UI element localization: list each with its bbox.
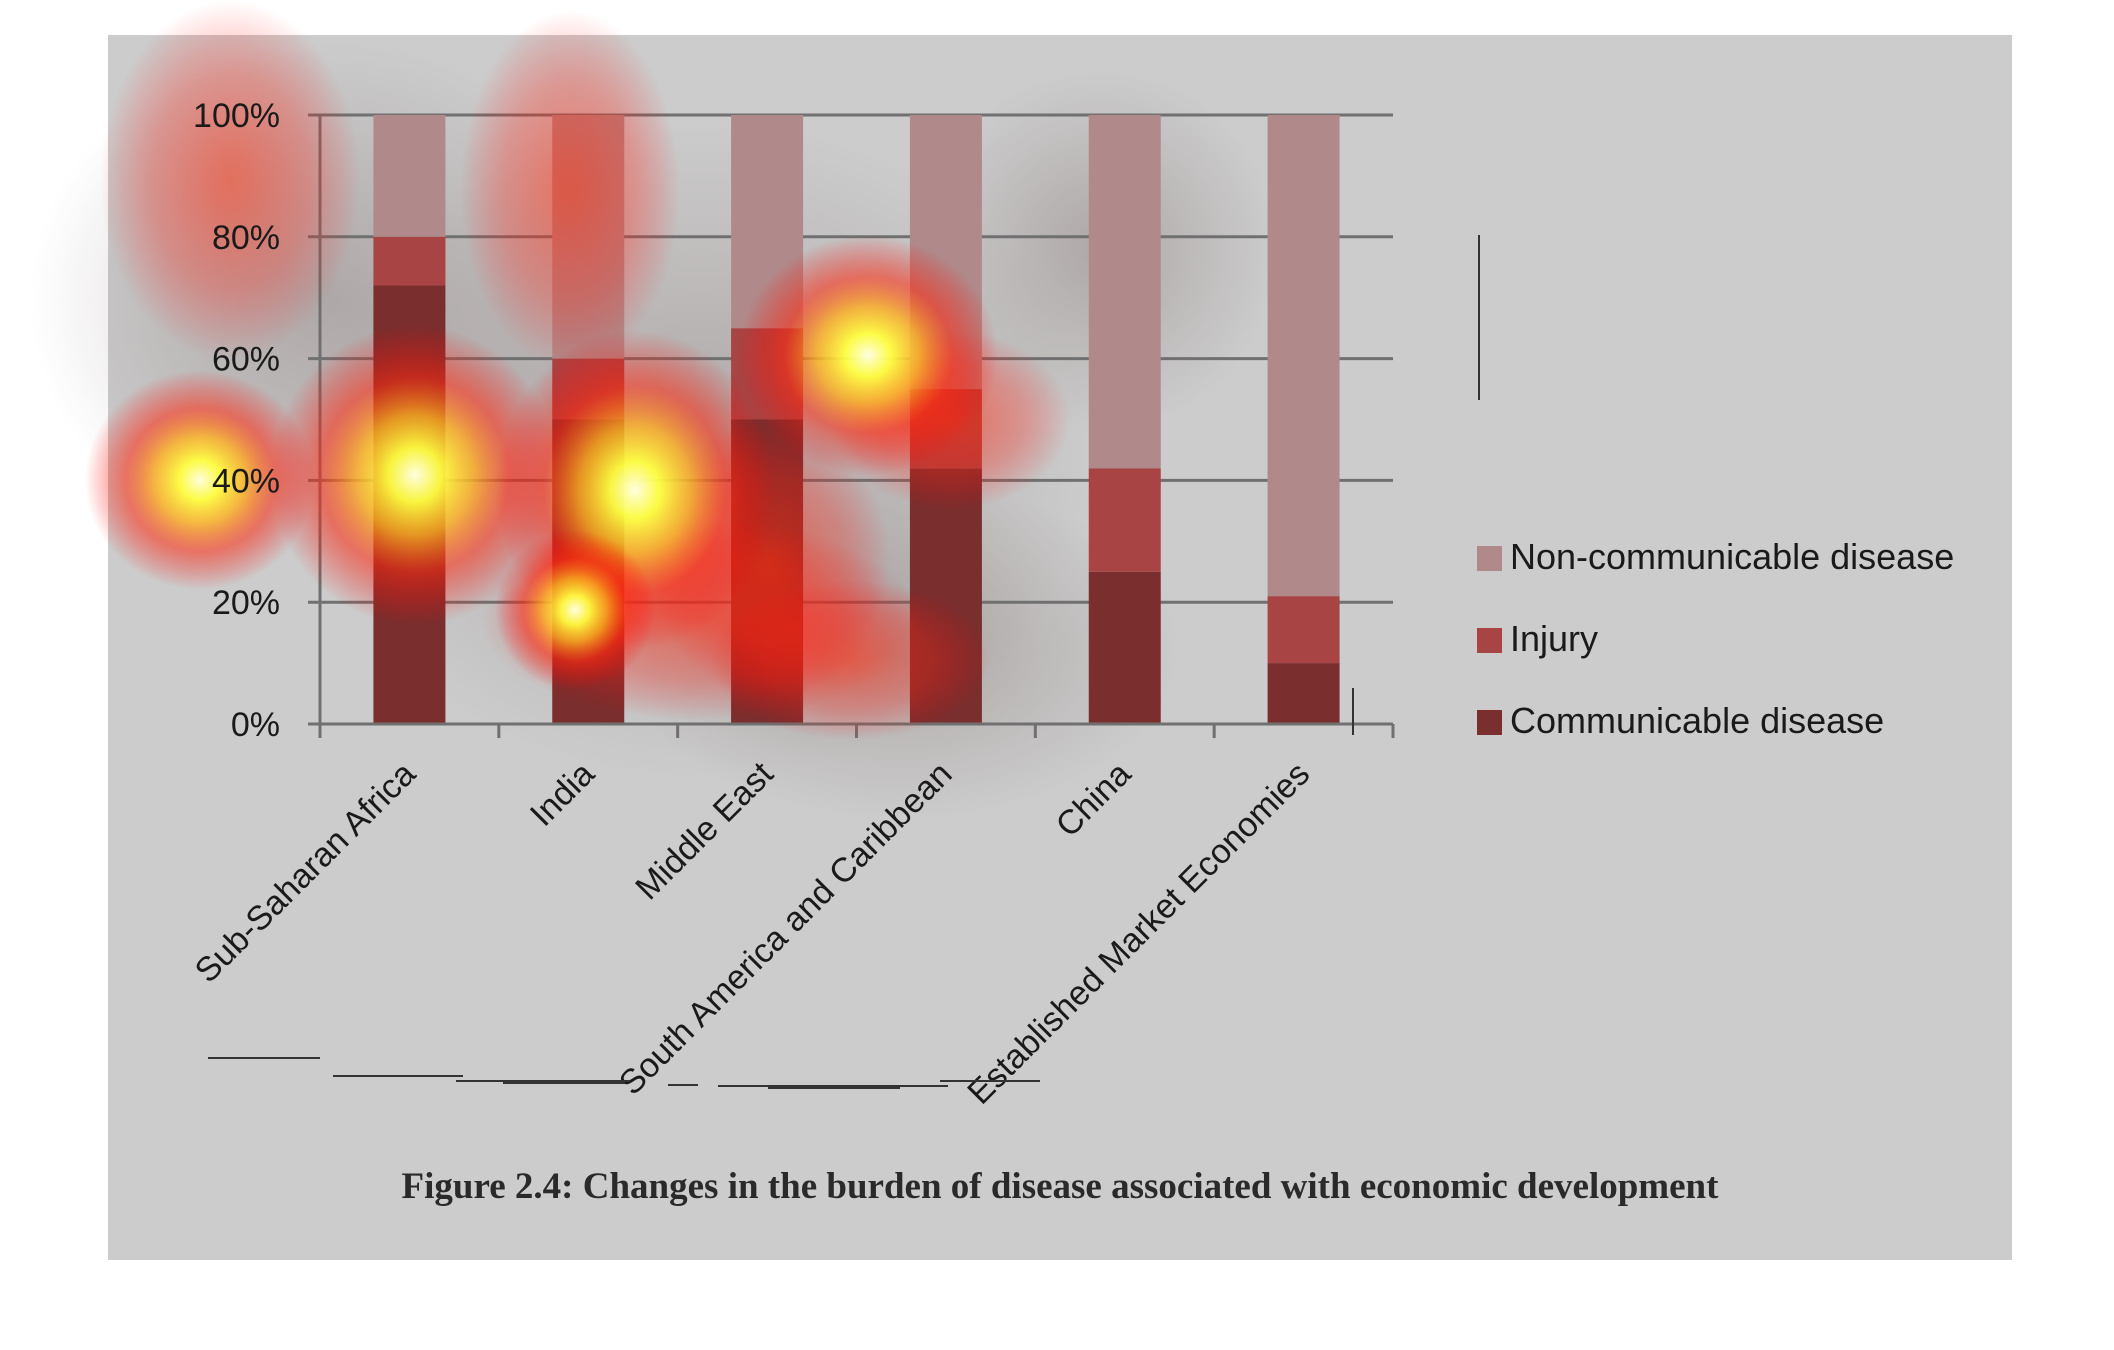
bar-segment	[373, 236, 446, 286]
bar-segment	[1088, 468, 1161, 572]
heatmap-overlay	[85, 0, 1070, 740]
stray-marks	[208, 235, 1480, 1089]
legend-label: Non-communicable disease	[1510, 536, 1954, 577]
y-tick-label: 100%	[193, 97, 280, 135]
legend-label: Injury	[1510, 618, 1598, 659]
y-tick-label: 40%	[212, 462, 280, 500]
bar-segment	[1267, 663, 1340, 724]
bar-segment	[1088, 115, 1161, 469]
legend: Non-communicable disease Injury Communicab…	[1477, 536, 1954, 741]
bar-segment	[1267, 115, 1340, 597]
y-axis-tick-labels: 0% 20% 40% 60% 80% 100%	[193, 97, 280, 744]
figure-caption: Figure 2.4: Changes in the burden of dis…	[402, 1166, 1720, 1207]
y-tick-label: 60%	[212, 341, 280, 379]
legend-swatch	[1477, 628, 1502, 653]
bar-segment	[1088, 571, 1161, 724]
bar-segment	[373, 115, 446, 237]
legend-swatch	[1477, 546, 1502, 571]
y-tick-label: 80%	[212, 219, 280, 257]
y-tick-label: 20%	[212, 584, 280, 622]
bar-segment	[1267, 596, 1340, 664]
legend-label: Communicable disease	[1510, 700, 1884, 741]
legend-swatch	[1477, 710, 1502, 735]
y-tick-label: 0%	[231, 706, 280, 744]
